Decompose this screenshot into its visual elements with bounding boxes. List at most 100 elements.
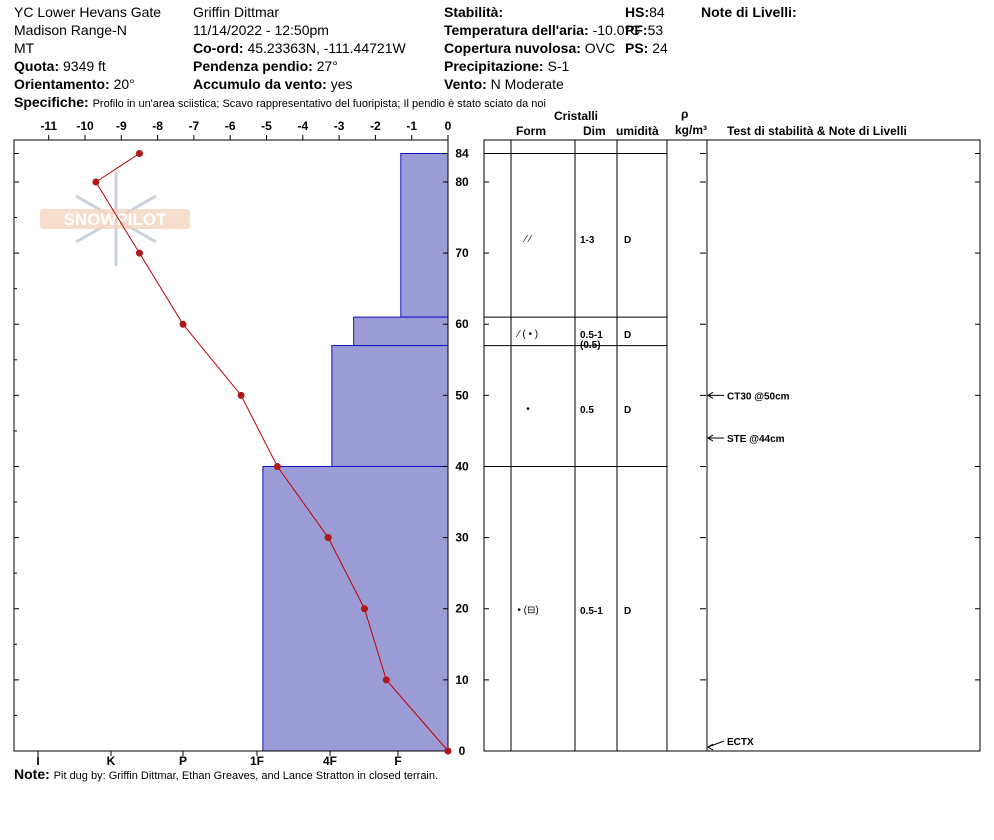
crystal-form-symbol: ⁄ ⁄ xyxy=(522,234,532,245)
temperature-axis: -11 -10 -9 -8 -7 -6 -5 -4 -3 -2 -1 0 xyxy=(40,119,452,140)
crystal-form-symbol: • (⊟) xyxy=(517,605,538,616)
form-header: Form xyxy=(516,124,546,138)
wind-load-value: yes xyxy=(330,76,353,92)
coord-label: Co-ord: xyxy=(193,40,244,56)
slope-field: Pendenza pendio: 27° xyxy=(193,58,338,74)
cloud-field: Copertura nuvolosa: OVC xyxy=(444,40,615,56)
range-name: Madison Range-N xyxy=(14,22,127,38)
hardness-bar xyxy=(353,316,449,347)
temp-tick-label: -4 xyxy=(297,119,308,133)
temp-tick-label: 0 xyxy=(445,119,452,133)
humidity-value: D xyxy=(624,606,631,617)
wind-value: N Moderate xyxy=(490,76,564,92)
air-temp-field: Temperatura dell'aria: -10.0°C xyxy=(444,22,640,38)
depth-tick-label: 80 xyxy=(455,175,469,189)
temp-tick-label: -9 xyxy=(116,119,127,133)
hardness-bar xyxy=(400,153,449,318)
hardness-bars xyxy=(262,153,449,752)
crystals-header: Cristalli xyxy=(554,109,599,123)
stability-test-label: CT30 @50cm xyxy=(727,391,790,402)
orientation-field: Orientamento: 20° xyxy=(14,76,135,92)
location-name: YC Lower Hevans Gate xyxy=(14,4,162,20)
density-unit: kg/m³ xyxy=(675,123,708,137)
layer-table: ⁄ ⁄ 1-3 D⁄ ( • ) 0.5-1(0.5)D• 0.5 D• (⊟) 0.5-1… xyxy=(484,140,708,751)
depth-tick-label: 0 xyxy=(459,744,466,758)
temp-tick-label: -10 xyxy=(76,119,94,133)
wind-label: Vento: xyxy=(444,76,487,92)
temperature-point xyxy=(237,391,245,399)
test-arrow-head xyxy=(707,434,714,442)
temperature-point xyxy=(324,534,332,542)
crystal-size: 0.5-1 xyxy=(580,606,603,617)
hardness-tick-label: 1F xyxy=(250,754,264,768)
profile-frame xyxy=(13,139,449,752)
stability-field: Stabilità: xyxy=(444,4,503,20)
humidity-header: umidità xyxy=(616,124,659,138)
air-temp-value: -10.0°C xyxy=(592,22,641,38)
density-symbol: ρ xyxy=(681,107,689,121)
hs-field: HS:84 xyxy=(625,4,665,20)
humidity-value: D xyxy=(624,235,631,246)
ps-label: PS: xyxy=(625,40,649,56)
stability-test-label: STE @44cm xyxy=(727,434,785,445)
crystal-size-secondary: (0.5) xyxy=(580,340,601,351)
ps-field: PS: 24 xyxy=(625,40,668,56)
humidity-value: D xyxy=(624,330,631,341)
crystal-form-symbol: ⁄ ( • ) xyxy=(515,329,538,340)
slope-label: Pendenza pendio: xyxy=(193,58,313,74)
temp-tick-label: -8 xyxy=(152,119,163,133)
specifics-value: Profilo in un'area sciistica; Scavo rapp… xyxy=(92,98,546,110)
footer-note: Note: Pit dug by: Griffin Dittmar, Ethan… xyxy=(14,766,438,783)
depth-tick-label: 10 xyxy=(455,673,469,687)
hs-value: 84 xyxy=(649,4,665,20)
temp-tick-label: -1 xyxy=(406,119,417,133)
stability-tests: CT30 @50cm STE @44cm ECTX xyxy=(707,391,790,751)
hardness-tick-label: K xyxy=(107,754,116,768)
temperature-point xyxy=(92,178,100,186)
temperature-line xyxy=(95,153,449,752)
footer-value: Pit dug by: Griffin Dittmar, Ethan Greav… xyxy=(53,770,439,782)
quota-field: Quota: 9349 ft xyxy=(14,58,106,74)
temperature-point xyxy=(361,605,369,613)
temperature-point xyxy=(179,320,187,328)
specifics-label: Specifiche: xyxy=(14,94,89,110)
crystal-size: 1-3 xyxy=(580,235,595,246)
quota-label: Quota: xyxy=(14,58,60,74)
temp-tick-label: -6 xyxy=(225,119,236,133)
layer-notes-label: Note di Livelli: xyxy=(701,4,797,20)
pf-value: 53 xyxy=(647,22,664,38)
cloud-value: OVC xyxy=(584,40,616,56)
hardness-axis: I K P 1F 4F F xyxy=(36,751,402,768)
temp-tick-label: -11 xyxy=(40,119,57,133)
temperature-point xyxy=(135,150,143,158)
temp-tick-label: -5 xyxy=(261,119,272,133)
depth-tick-label: 70 xyxy=(455,246,469,260)
air-temp-label: Temperatura dell'aria: xyxy=(444,22,589,38)
temp-tick-label: -7 xyxy=(189,119,200,133)
orientation-label: Orientamento: xyxy=(14,76,110,92)
dim-header: Dim xyxy=(583,124,606,138)
temperature-point xyxy=(273,462,281,470)
wind-field: Vento: N Moderate xyxy=(444,76,564,92)
precip-field: Precipitazione: S-1 xyxy=(444,58,569,74)
wind-load-label: Accumulo da vento: xyxy=(193,76,327,92)
plot-frame xyxy=(13,139,981,752)
footer-label: Note: xyxy=(14,766,50,782)
logo-lettering: SNOWPILOT xyxy=(64,210,168,229)
test-arrow-head xyxy=(707,743,714,751)
crystal-size: 0.5 xyxy=(580,405,594,416)
hardness-tick-label: 4F xyxy=(323,754,337,768)
pf-label: PF: xyxy=(625,22,648,38)
table-frame xyxy=(483,139,981,752)
humidity-value: D xyxy=(624,405,631,416)
coord-field: Co-ord: 45.23363N, -111.44721W xyxy=(193,40,406,56)
depth-tick-label: 60 xyxy=(455,317,469,331)
temperature-point xyxy=(135,249,143,257)
crystal-form-symbol: • xyxy=(526,404,530,415)
depth-tick-label: 50 xyxy=(455,388,469,402)
temp-tick-label: -3 xyxy=(334,119,345,133)
stability-label: Stabilità: xyxy=(444,4,504,20)
precip-value: S-1 xyxy=(547,58,570,74)
quota-value: 9349 ft xyxy=(63,58,106,74)
